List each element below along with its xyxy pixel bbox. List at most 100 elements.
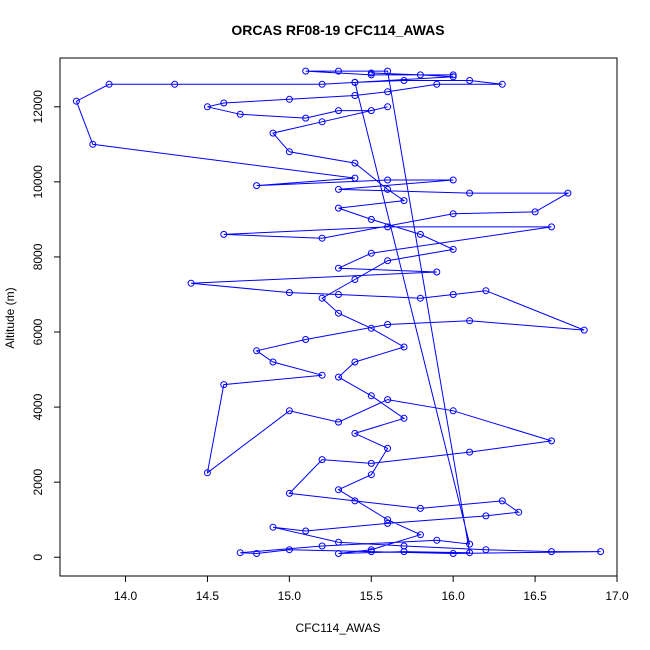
data-point bbox=[384, 185, 392, 193]
data-point bbox=[433, 536, 441, 544]
data-point bbox=[367, 249, 375, 257]
data-point bbox=[433, 268, 441, 276]
data-point bbox=[466, 448, 474, 456]
x-tick-label: 14.0 bbox=[114, 589, 138, 603]
data-point bbox=[302, 527, 310, 535]
data-point bbox=[351, 92, 359, 99]
data-point bbox=[253, 182, 261, 190]
data-point bbox=[269, 129, 277, 137]
y-tick-label: 0 bbox=[31, 554, 45, 561]
data-point bbox=[548, 548, 555, 556]
data-point bbox=[318, 456, 326, 464]
data-point bbox=[482, 512, 490, 520]
data-point bbox=[400, 197, 408, 205]
data-point bbox=[318, 371, 326, 379]
data-point bbox=[498, 497, 506, 505]
data-point bbox=[498, 80, 506, 88]
data-point bbox=[285, 289, 293, 297]
data-point bbox=[531, 208, 539, 216]
data-point bbox=[285, 489, 293, 497]
data-point bbox=[449, 73, 457, 81]
data-point bbox=[384, 223, 392, 231]
data-point bbox=[384, 88, 392, 96]
data-point bbox=[466, 317, 474, 325]
data-point bbox=[318, 294, 326, 302]
data-point bbox=[285, 95, 293, 103]
data-point bbox=[253, 347, 261, 355]
data-point bbox=[449, 71, 457, 79]
data-point bbox=[482, 287, 490, 295]
data-point bbox=[597, 548, 605, 556]
data-point bbox=[384, 396, 392, 404]
data-point bbox=[285, 148, 293, 156]
data-point bbox=[384, 519, 392, 527]
data-point bbox=[416, 230, 424, 238]
y-axis-label: Altitude (m) bbox=[3, 287, 17, 348]
data-point bbox=[318, 80, 326, 88]
data-point bbox=[384, 444, 392, 452]
y-tick-label: 2000 bbox=[31, 468, 45, 495]
data-point bbox=[515, 508, 523, 516]
data-point bbox=[548, 223, 555, 231]
data-point bbox=[367, 71, 375, 79]
x-axis-label: CFC114_AWAS bbox=[296, 621, 381, 635]
data-point bbox=[351, 358, 359, 366]
data-point bbox=[318, 234, 326, 242]
data-point bbox=[449, 291, 457, 298]
data-point bbox=[171, 80, 179, 88]
data-point bbox=[335, 185, 342, 193]
data-point bbox=[384, 321, 392, 328]
data-point bbox=[335, 107, 342, 115]
data-point bbox=[335, 550, 342, 557]
data-point bbox=[269, 523, 277, 531]
x-tick-label: 17.0 bbox=[605, 589, 629, 603]
data-point bbox=[335, 486, 342, 494]
data-point bbox=[105, 80, 113, 88]
data-point bbox=[449, 176, 457, 184]
data-point bbox=[285, 407, 293, 415]
y-tick-label: 6000 bbox=[31, 318, 45, 345]
data-point bbox=[220, 230, 228, 238]
data-point bbox=[367, 548, 375, 556]
y-tick-label: 12000 bbox=[31, 90, 45, 124]
data-point bbox=[482, 546, 490, 554]
data-point bbox=[335, 67, 342, 75]
x-tick-label: 16.0 bbox=[441, 589, 465, 603]
x-axis: 14.0 14.5 15.0 15.5 16.0 16.5 17.0 bbox=[114, 575, 629, 603]
data-point bbox=[351, 159, 359, 167]
x-tick-label: 14.5 bbox=[196, 589, 220, 603]
data-point bbox=[335, 291, 342, 298]
data-point bbox=[367, 546, 375, 554]
data-point bbox=[236, 549, 244, 557]
data-point bbox=[449, 407, 457, 415]
data-point bbox=[400, 343, 408, 351]
data-point bbox=[564, 189, 572, 197]
data-point bbox=[269, 358, 277, 366]
data-point bbox=[433, 80, 441, 88]
data-point bbox=[72, 97, 80, 105]
data-point bbox=[384, 103, 392, 111]
data-point bbox=[335, 309, 342, 317]
data-point bbox=[367, 215, 375, 223]
data-point bbox=[384, 176, 392, 184]
y-tick-label: 10000 bbox=[31, 165, 45, 199]
x-tick-label: 15.5 bbox=[360, 589, 384, 603]
data-point bbox=[89, 140, 97, 148]
data-point bbox=[384, 67, 392, 75]
data-point bbox=[302, 336, 310, 343]
data-point bbox=[236, 110, 244, 118]
data-point bbox=[335, 264, 342, 272]
data-point bbox=[318, 542, 326, 550]
plot-frame bbox=[59, 57, 618, 577]
data-point bbox=[203, 103, 211, 111]
y-tick-label: 4000 bbox=[31, 393, 45, 420]
data-point bbox=[466, 549, 474, 557]
data-point bbox=[302, 114, 310, 122]
data-point bbox=[351, 276, 359, 283]
data-point bbox=[400, 77, 408, 84]
data-point bbox=[335, 373, 342, 381]
data-point bbox=[384, 516, 392, 524]
data-point bbox=[416, 504, 424, 512]
data-point bbox=[351, 78, 359, 86]
series-layer bbox=[72, 67, 605, 557]
